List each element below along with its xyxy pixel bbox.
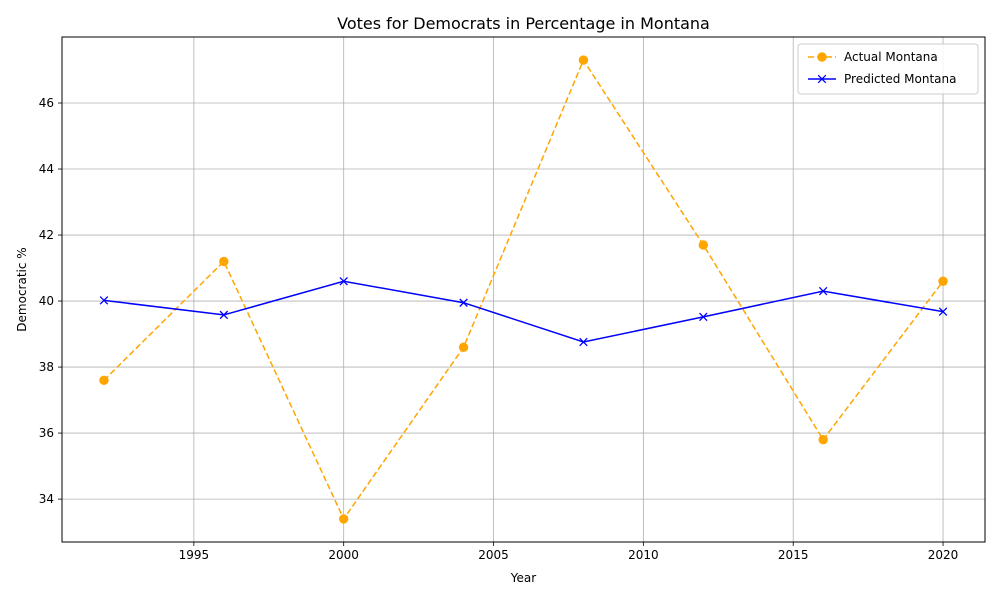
series-2-point-stroke <box>938 307 948 316</box>
series-2-point-stroke <box>699 312 708 322</box>
series-1-point <box>938 276 948 286</box>
series-2-point-stroke <box>219 310 229 320</box>
series-2-point <box>99 296 109 305</box>
legend-box <box>797 43 979 95</box>
series-2-point-stroke <box>339 276 348 286</box>
series-1-point <box>698 240 709 250</box>
legend-label: Actual Montana <box>844 50 938 64</box>
series-2 <box>99 276 948 347</box>
legend-swatch-marker <box>817 74 827 84</box>
series-1-line <box>103 58 944 521</box>
series-2-point <box>938 307 948 316</box>
x-tick-label: 2015 <box>778 548 809 562</box>
legend-swatch-marker-stroke <box>817 74 827 84</box>
series-2-point-stroke <box>459 298 468 307</box>
x-tick-label: 2020 <box>928 548 959 562</box>
y-tick-label: 36 <box>39 426 54 440</box>
series-2-point <box>339 276 348 286</box>
series-2-point-stroke <box>99 296 109 305</box>
series-1-point <box>578 55 589 65</box>
y-tick-label: 38 <box>39 360 54 374</box>
legend-swatch-marker <box>817 52 827 62</box>
series-2-point <box>699 312 708 322</box>
series-group <box>99 55 948 524</box>
grid <box>62 37 985 542</box>
series-2-point <box>579 337 588 347</box>
series-2-point <box>818 286 828 296</box>
series-2-point <box>219 310 229 320</box>
legend: Actual Montana Predicted Montana <box>797 43 979 95</box>
y-tick-label: 42 <box>39 228 54 242</box>
series-1-point <box>458 342 469 352</box>
x-tick-label: 1995 <box>179 548 210 562</box>
ticks: 1995 2000 2005 2010 2015 2020 34 36 38 40 42 44 46 <box>39 96 959 562</box>
series-2-point <box>459 298 468 307</box>
chart-title: Votes for Democrats in Percentage in Mon… <box>337 14 710 33</box>
x-axis-label: Year <box>510 571 536 585</box>
series-1 <box>99 55 948 524</box>
y-tick-label: 46 <box>39 96 54 110</box>
y-tick-label: 40 <box>39 294 54 308</box>
series-1-point <box>818 434 828 445</box>
series-1-point <box>338 514 349 524</box>
series-1-point <box>219 256 229 267</box>
series-2-point-stroke <box>579 337 588 347</box>
x-tick-label: 2010 <box>628 548 659 562</box>
x-tick-label: 2005 <box>478 548 509 562</box>
x-tick-label: 2000 <box>328 548 359 562</box>
legend-label: Predicted Montana <box>844 72 956 86</box>
y-axis-label: Democratic % <box>15 247 29 331</box>
series-1-point <box>99 375 109 385</box>
y-tick-label: 44 <box>39 162 54 176</box>
y-tick-label: 34 <box>39 492 54 506</box>
series-2-line <box>103 280 944 343</box>
series-2-point-stroke <box>818 286 828 296</box>
plot-frame <box>61 36 986 543</box>
